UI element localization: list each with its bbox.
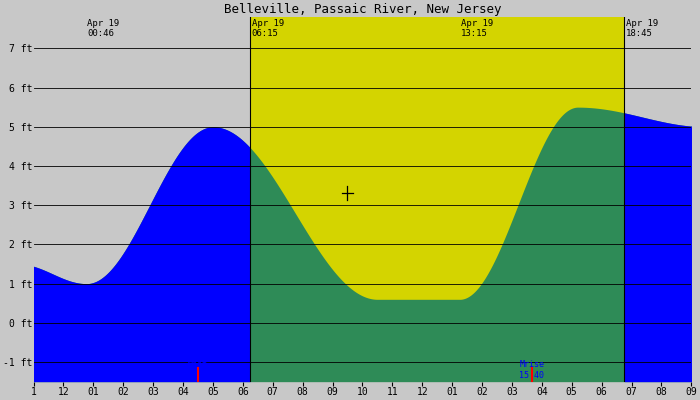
- Title: Belleville, Passaic River, New Jersey: Belleville, Passaic River, New Jersey: [224, 3, 501, 16]
- Bar: [251, 17, 624, 382]
- Text: Apr 19
00:46: Apr 19 00:46: [88, 19, 120, 38]
- Text: Apr 19
06:15: Apr 19 06:15: [252, 19, 284, 38]
- Text: Mset
04:30: Mset 04:30: [186, 360, 211, 380]
- Text: Apr 19
18:45: Apr 19 18:45: [626, 19, 658, 38]
- Text: Mrise
15:40: Mrise 15:40: [519, 360, 545, 380]
- Text: Apr 19
13:15: Apr 19 13:15: [461, 19, 493, 38]
